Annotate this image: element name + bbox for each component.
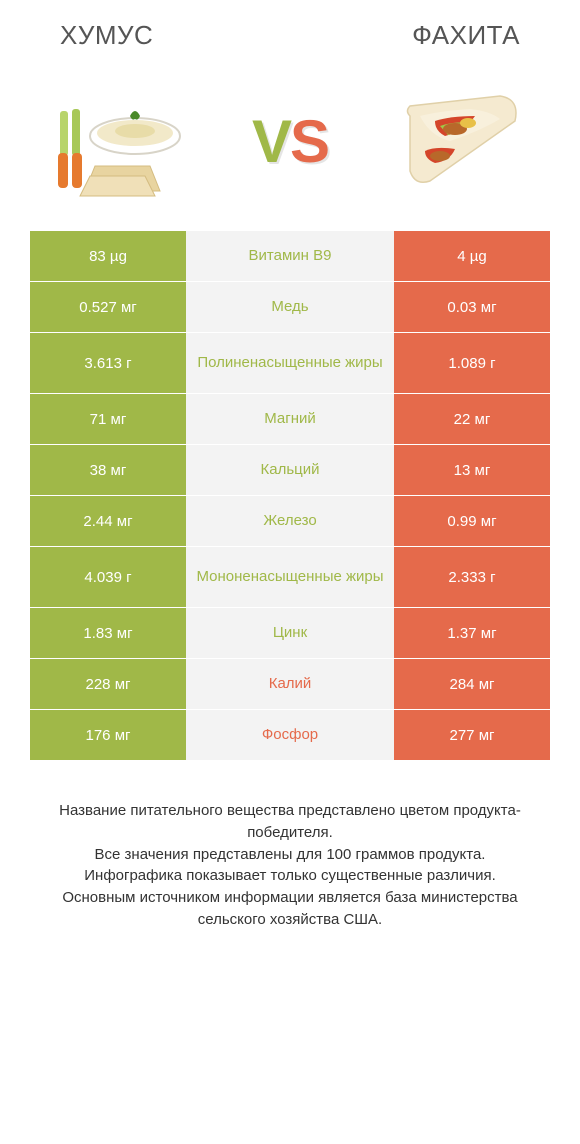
vs-v: V bbox=[252, 108, 290, 175]
table-row: 38 мгКальций13 мг bbox=[30, 445, 550, 495]
hummus-image bbox=[40, 81, 200, 201]
right-value: 277 мг bbox=[394, 710, 550, 760]
right-value: 1.37 мг bbox=[394, 608, 550, 658]
right-value: 1.089 г bbox=[394, 333, 550, 393]
right-value: 4 µg bbox=[394, 231, 550, 281]
nutrition-table: 83 µgВитамин B94 µg0.527 мгМедь0.03 мг3.… bbox=[30, 231, 550, 760]
infographic-root: ХУМУС ФАХИТА VS bbox=[0, 0, 580, 961]
left-value: 2.44 мг bbox=[30, 496, 186, 546]
footer-line: Название питательного вещества представл… bbox=[36, 800, 544, 844]
table-row: 0.527 мгМедь0.03 мг bbox=[30, 282, 550, 332]
table-row: 71 мгМагний22 мг bbox=[30, 394, 550, 444]
vs-row: VS bbox=[30, 61, 550, 231]
nutrient-name: Медь bbox=[186, 282, 394, 332]
titles-row: ХУМУС ФАХИТА bbox=[30, 20, 550, 61]
left-value: 0.527 мг bbox=[30, 282, 186, 332]
footer-line: Основным источником информации является … bbox=[36, 887, 544, 931]
right-value: 13 мг bbox=[394, 445, 550, 495]
right-value: 284 мг bbox=[394, 659, 550, 709]
left-value: 71 мг bbox=[30, 394, 186, 444]
left-value: 38 мг bbox=[30, 445, 186, 495]
fajita-image bbox=[380, 81, 540, 201]
nutrient-name: Полиненасыщенные жиры bbox=[186, 333, 394, 393]
right-value: 0.03 мг bbox=[394, 282, 550, 332]
table-row: 4.039 гМононенасыщенные жиры2.333 г bbox=[30, 547, 550, 607]
left-value: 1.83 мг bbox=[30, 608, 186, 658]
left-value: 83 µg bbox=[30, 231, 186, 281]
vs-s: S bbox=[290, 108, 328, 175]
nutrient-name: Витамин B9 bbox=[186, 231, 394, 281]
vs-label: VS bbox=[252, 107, 328, 176]
right-value: 22 мг bbox=[394, 394, 550, 444]
left-food-title: ХУМУС bbox=[60, 20, 153, 51]
nutrient-name: Кальций bbox=[186, 445, 394, 495]
nutrient-name: Магний bbox=[186, 394, 394, 444]
nutrient-name: Калий bbox=[186, 659, 394, 709]
nutrient-name: Железо bbox=[186, 496, 394, 546]
table-row: 2.44 мгЖелезо0.99 мг bbox=[30, 496, 550, 546]
table-row: 83 µgВитамин B94 µg bbox=[30, 231, 550, 281]
footer-notes: Название питательного вещества представл… bbox=[30, 800, 550, 931]
nutrient-name: Цинк bbox=[186, 608, 394, 658]
left-value: 228 мг bbox=[30, 659, 186, 709]
nutrient-name: Мононенасыщенные жиры bbox=[186, 547, 394, 607]
table-row: 228 мгКалий284 мг bbox=[30, 659, 550, 709]
right-value: 2.333 г bbox=[394, 547, 550, 607]
left-value: 4.039 г bbox=[30, 547, 186, 607]
table-row: 1.83 мгЦинк1.37 мг bbox=[30, 608, 550, 658]
table-row: 3.613 гПолиненасыщенные жиры1.089 г bbox=[30, 333, 550, 393]
table-row: 176 мгФосфор277 мг bbox=[30, 710, 550, 760]
footer-line: Инфографика показывает только существенн… bbox=[36, 865, 544, 887]
footer-line: Все значения представлены для 100 граммо… bbox=[36, 844, 544, 866]
left-value: 176 мг bbox=[30, 710, 186, 760]
right-value: 0.99 мг bbox=[394, 496, 550, 546]
left-value: 3.613 г bbox=[30, 333, 186, 393]
nutrient-name: Фосфор bbox=[186, 710, 394, 760]
right-food-title: ФАХИТА bbox=[412, 20, 520, 51]
